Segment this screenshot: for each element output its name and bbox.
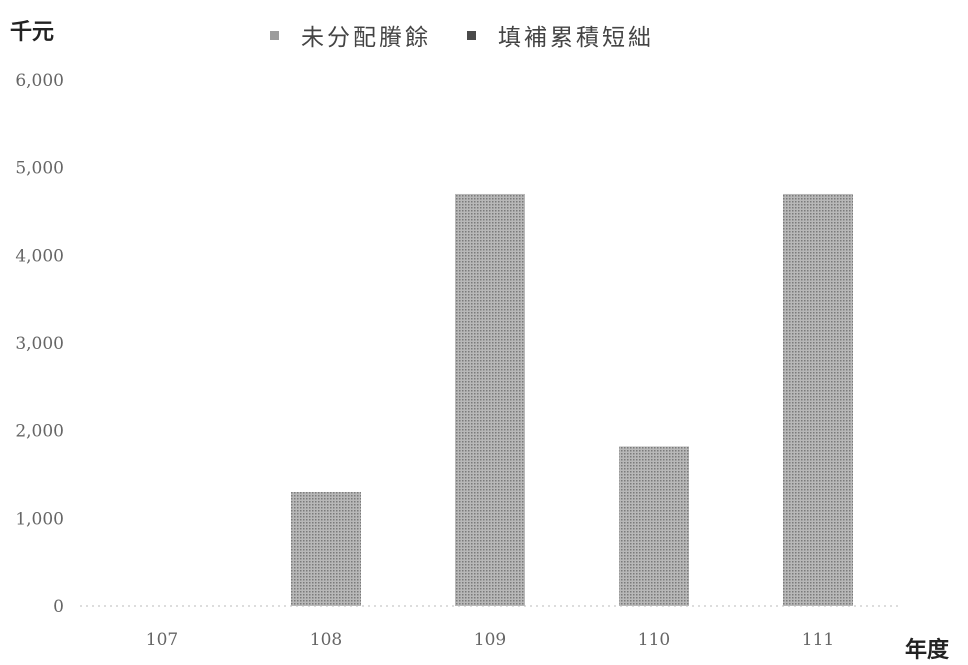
bar-surplus-108 — [291, 492, 361, 606]
legend-label-deficit: 填補累積短絀 — [498, 25, 654, 51]
bar-surplus-109 — [455, 193, 525, 606]
x-tick-label: 107 — [146, 630, 178, 650]
x-tick-label: 111 — [802, 630, 834, 650]
y-tick-label: 0 — [53, 597, 64, 617]
y-tick-label: 6,000 — [15, 71, 64, 91]
legend-swatch-surplus — [270, 30, 279, 40]
x-axis-title: 年度 — [905, 637, 950, 663]
bar-surplus-111 — [783, 193, 853, 606]
y-tick-label: 5,000 — [15, 159, 64, 179]
x-tick-label: 108 — [310, 630, 342, 650]
y-tick-label: 2,000 — [15, 422, 64, 442]
legend-item-surplus: 未分配賸餘 — [270, 18, 431, 52]
y-tick-label: 1,000 — [15, 509, 64, 529]
x-tick-label: 110 — [638, 630, 670, 650]
legend-label-surplus: 未分配賸餘 — [301, 25, 431, 51]
legend-item-deficit: 填補累積短絀 — [467, 18, 654, 52]
legend-swatch-deficit — [467, 30, 476, 40]
y-tick-label: 3,000 — [15, 334, 64, 354]
x-tick-label: 109 — [474, 630, 506, 650]
bar-surplus-110 — [619, 446, 689, 606]
y-tick-label: 4,000 — [15, 246, 64, 266]
legend: 未分配賸餘 填補累積短絀 — [270, 18, 680, 52]
y-unit-label: 千元 — [10, 19, 55, 45]
